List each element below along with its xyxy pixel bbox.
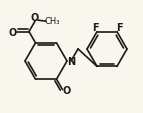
Text: CH₃: CH₃: [44, 16, 60, 25]
Text: O: O: [31, 13, 39, 23]
Text: O: O: [9, 27, 17, 37]
Text: N: N: [67, 56, 75, 66]
Text: F: F: [92, 22, 98, 32]
Text: F: F: [116, 22, 122, 32]
Text: O: O: [62, 85, 71, 95]
